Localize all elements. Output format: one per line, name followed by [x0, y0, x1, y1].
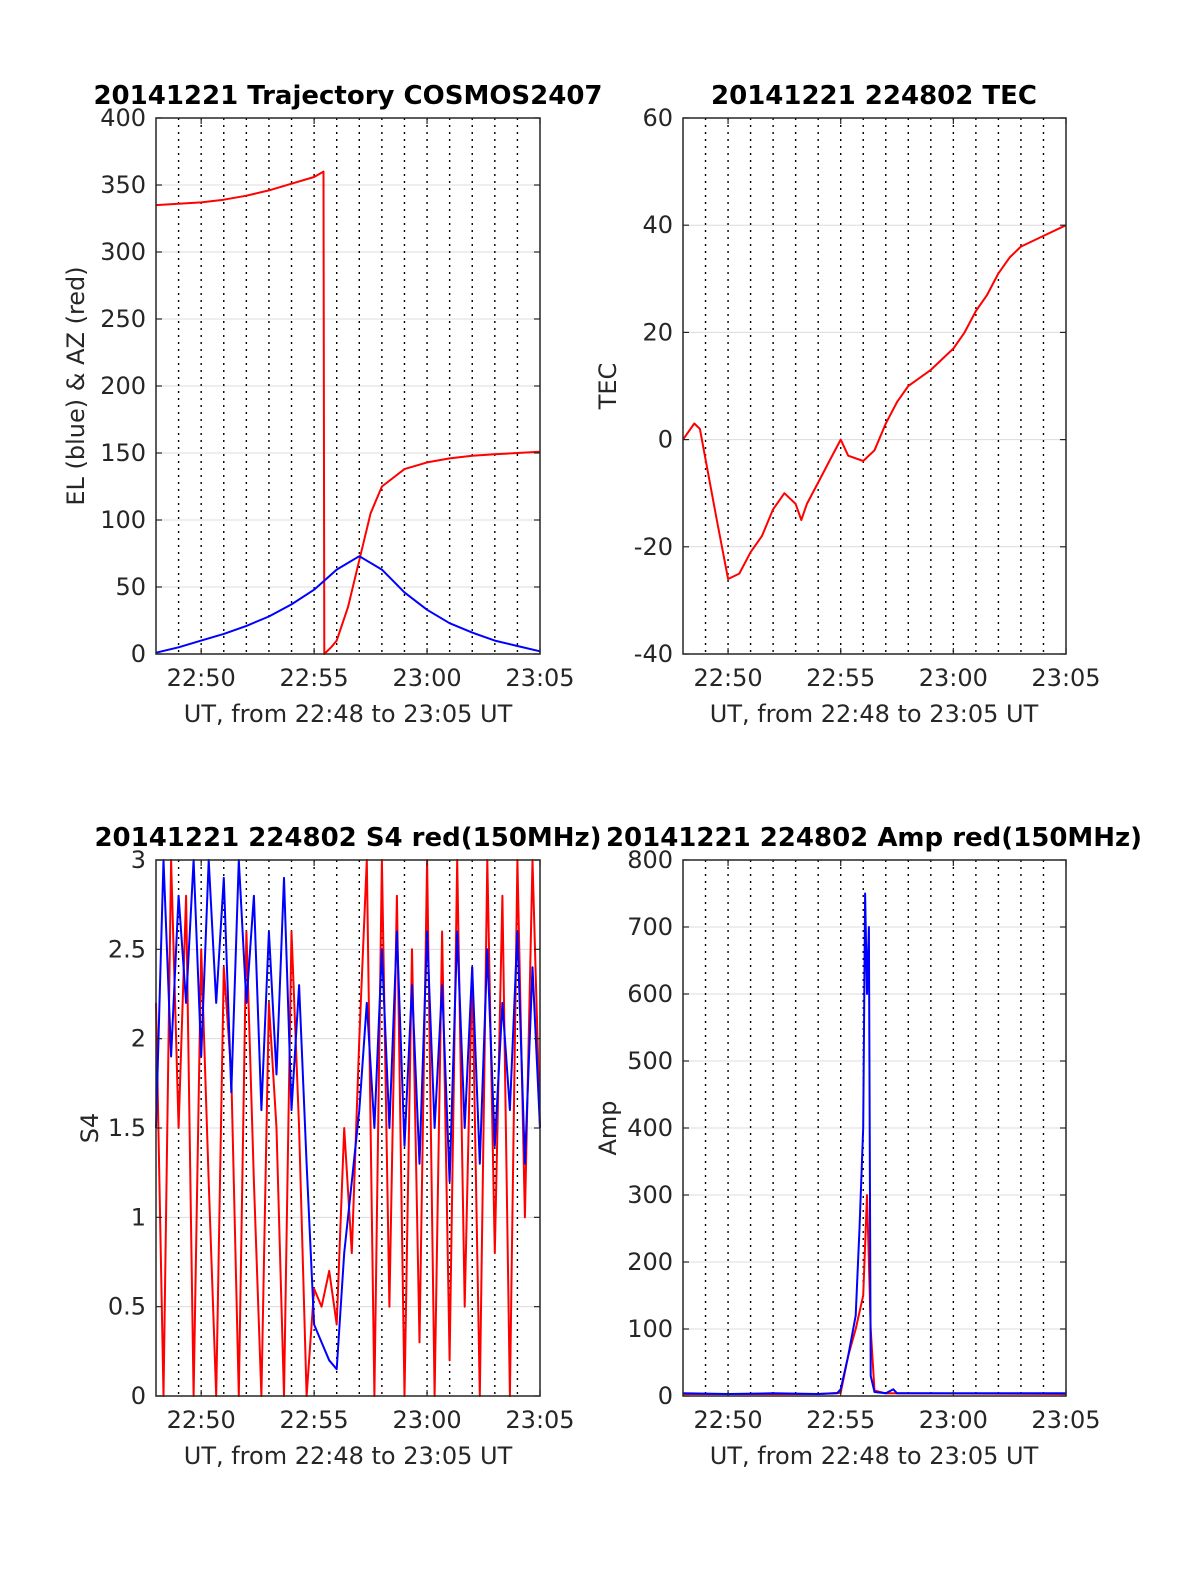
y-axis-label: TEC	[594, 363, 622, 411]
y-tick-label: 20	[642, 318, 673, 346]
y-tick-label: 400	[627, 1114, 673, 1142]
panel-title: 20141221 224802 TEC	[711, 81, 1037, 111]
y-tick-label: 200	[100, 372, 146, 400]
y-tick-label: 1.5	[108, 1114, 146, 1142]
panel-amp: 0 100 200 300 400 500 600 700 800 22:50 22:55 23:00…	[594, 823, 1142, 1470]
y-tick-label: -40	[634, 640, 673, 668]
x-tick-label: 23:05	[505, 664, 574, 692]
panel-s4: 0 0.5 1 1.5 2 2.5 3 22:50 22:55 23:00 23:05 201412…	[76, 823, 602, 1470]
ticks-s4: 0 0.5 1 1.5 2 2.5 3 22:50 22:55 23:00 23:05	[108, 846, 575, 1434]
y-tick-label: 50	[115, 573, 146, 601]
series-line-1	[155, 555, 541, 654]
panel-title: 20141221 224802 Amp red(150MHz)	[606, 823, 1142, 853]
series-line-0	[155, 170, 541, 655]
y-axis-label: Amp	[594, 1100, 622, 1155]
plot-area	[683, 118, 1066, 654]
x-tick-label: 23:05	[505, 1406, 574, 1434]
y-tick-label: 350	[100, 171, 146, 199]
y-tick-label: 0	[658, 426, 673, 454]
series-trajectory	[155, 170, 541, 655]
y-tick-label: 200	[627, 1248, 673, 1276]
series-line-0	[155, 859, 541, 1397]
x-tick-label: 22:50	[167, 664, 236, 692]
series-line-1	[155, 859, 541, 1371]
series-line-1	[682, 892, 1066, 1395]
grid-amp	[683, 860, 1066, 1396]
y-axis-label: S4	[76, 1113, 104, 1144]
y-tick-label: 300	[627, 1181, 673, 1209]
y-tick-label: 600	[627, 980, 673, 1008]
y-tick-label: 0	[658, 1382, 673, 1410]
y-tick-label: 500	[627, 1047, 673, 1075]
y-tick-label: 100	[627, 1315, 673, 1343]
y-tick-label: 2.5	[108, 935, 146, 963]
y-tick-label: 40	[642, 211, 673, 239]
y-tick-label: 60	[642, 104, 673, 132]
y-axis-label: EL (blue) & AZ (red)	[62, 266, 90, 505]
ticks-amp: 0 100 200 300 400 500 600 700 800 22:50 22:55 23:00…	[627, 846, 1100, 1434]
x-tick-label: 22:50	[693, 664, 762, 692]
x-tick-label: 23:00	[919, 664, 988, 692]
y-tick-label: 100	[100, 506, 146, 534]
x-tick-label: 22:50	[693, 1406, 762, 1434]
y-tick-label: 0	[131, 1382, 146, 1410]
y-tick-label: 400	[100, 104, 146, 132]
axes-box	[682, 117, 1067, 655]
panel-title: 20141221 Trajectory COSMOS2407	[93, 81, 602, 111]
ticks-trajectory: 0 50 100 150 200 250 300 350 400 22:50 22:55 23:00 2…	[100, 104, 574, 692]
x-tick-label: 22:50	[167, 1406, 236, 1434]
ticks-tec: -40 -20 0 20 40 60 22:50 22:55 23:00 23:05	[634, 104, 1101, 692]
y-tick-label: 300	[100, 238, 146, 266]
x-tick-label: 23:00	[392, 1406, 461, 1434]
panel-title: 20141221 224802 S4 red(150MHz)	[94, 823, 601, 853]
y-tick-label: 0	[131, 640, 146, 668]
x-axis-label: UT, from 22:48 to 23:05 UT	[710, 700, 1039, 728]
panel-tec: -40 -20 0 20 40 60 22:50 22:55 23:00 23:05 201412…	[594, 81, 1101, 728]
panel-trajectory: 0 50 100 150 200 250 300 350 400 22:50 22:55 23:00 2…	[62, 81, 603, 728]
x-tick-label: 22:55	[280, 664, 349, 692]
y-tick-label: 2	[131, 1025, 146, 1053]
y-tick-label: -20	[634, 533, 673, 561]
x-tick-label: 23:05	[1031, 1406, 1100, 1434]
series-amp	[682, 892, 1067, 1395]
y-tick-label: 1	[131, 1203, 146, 1231]
x-tick-label: 22:55	[806, 664, 875, 692]
y-tick-label: 0.5	[108, 1293, 146, 1321]
series-s4	[155, 859, 541, 1397]
y-tick-label: 3	[131, 846, 146, 874]
series-line-0	[682, 224, 1067, 580]
series-tec	[682, 224, 1067, 580]
x-tick-label: 22:55	[280, 1406, 349, 1434]
grid-trajectory	[156, 118, 540, 654]
x-axis-label: UT, from 22:48 to 23:05 UT	[184, 700, 513, 728]
y-tick-label: 250	[100, 305, 146, 333]
y-tick-label: 800	[627, 846, 673, 874]
x-axis-label: UT, from 22:48 to 23:05 UT	[184, 1442, 513, 1470]
x-axis-label: UT, from 22:48 to 23:05 UT	[710, 1442, 1039, 1470]
y-tick-label: 700	[627, 913, 673, 941]
x-tick-label: 22:55	[806, 1406, 875, 1434]
y-tick-label: 150	[100, 439, 146, 467]
x-tick-label: 23:00	[919, 1406, 988, 1434]
x-tick-label: 23:05	[1031, 664, 1100, 692]
x-tick-label: 23:00	[392, 664, 461, 692]
